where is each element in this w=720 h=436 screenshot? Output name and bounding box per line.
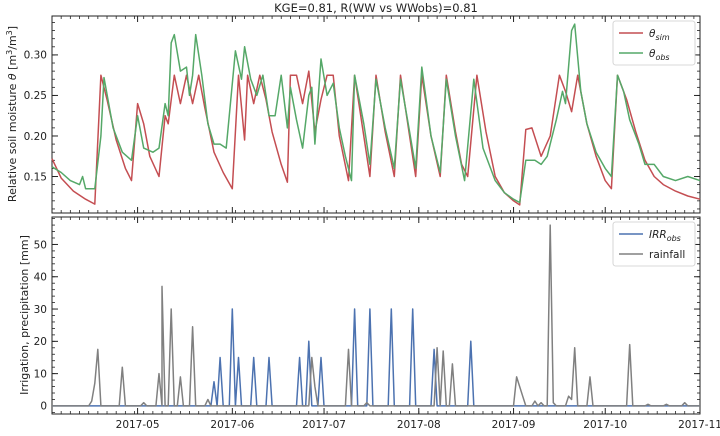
soil-moisture-line-obs <box>51 23 701 204</box>
irrigation-line-irr-obs <box>52 308 700 407</box>
irrigation-x-tick-label-2017-09: 2017-09 <box>492 419 536 431</box>
irrigation-y-tick-label-0: 0 <box>40 401 47 413</box>
soil-moisture-legend-box <box>612 20 696 66</box>
soil-moisture-y-tick-label-0-15: 0.15 <box>24 171 47 183</box>
soil-moisture-y-axis-label: Relative soil moisture θ [m3/m3] <box>5 26 20 202</box>
irrigation-panel: 2017-05 2017-06 2017-07 2017-08 2017-09 2017-… <box>18 216 720 431</box>
irrigation-series <box>52 224 700 407</box>
irrigation-x-tick-label-2017-11: 2017-11 <box>678 419 720 431</box>
soil-moisture-y-tick-label-0-25: 0.25 <box>24 90 47 102</box>
irrigation-x-tick-label-2017-05: 2017-05 <box>116 419 160 431</box>
irrigation-y-tick-label-50: 50 <box>34 239 47 251</box>
irrigation-y-axis-label: Irrigation, precipitation [mm] <box>18 235 31 395</box>
soil-moisture-axes: 0.15 0.20 0.25 0.30 <box>24 16 701 213</box>
irrigation-x-tick-label-2017-10: 2017-10 <box>583 419 627 431</box>
irrigation-axes: 2017-05 2017-06 2017-07 2017-08 2017-09 2017-… <box>34 217 720 431</box>
soil-moisture-legend: θsim θobs <box>612 20 696 66</box>
irrigation-legend-box <box>612 221 696 267</box>
irrigation-y-tick-label-20: 20 <box>34 336 47 348</box>
soil-moisture-panel: 0.15 0.20 0.25 0.30 Relative soil moisture … <box>5 15 701 214</box>
soil-moisture-plot-frame <box>51 15 701 214</box>
irrigation-y-tick-label-10: 10 <box>34 368 47 380</box>
irrigation-y-tick-label-30: 30 <box>34 304 47 316</box>
irrigation-legend-label-rainfall: rainfall <box>649 249 685 261</box>
irrigation-x-tick-label-2017-07: 2017-07 <box>302 419 346 431</box>
irrigation-legend-label-irr-obs: IRRobs <box>649 229 681 243</box>
soil-moisture-y-tick-label-0-20: 0.20 <box>24 131 47 143</box>
soil-moisture-y-tick-label-0-30: 0.30 <box>24 50 47 62</box>
irrigation-y-tick-label-40: 40 <box>34 272 47 284</box>
irrigation-legend: IRRobs rainfall <box>612 221 696 267</box>
irrigation-x-tick-label-2017-08: 2017-08 <box>397 419 441 431</box>
soil-moisture-legend-label-sim: θsim <box>649 28 670 42</box>
irrigation-line-rainfall <box>52 224 700 407</box>
irrigation-x-tick-label-2017-06: 2017-06 <box>210 419 254 431</box>
soil-moisture-line-sim <box>51 70 701 206</box>
soil-moisture-series <box>51 23 701 206</box>
chart-title: KGE=0.81, R(WW vs WWobs)=0.81 <box>274 1 478 15</box>
soil-moisture-legend-label-obs: θobs <box>649 48 670 62</box>
